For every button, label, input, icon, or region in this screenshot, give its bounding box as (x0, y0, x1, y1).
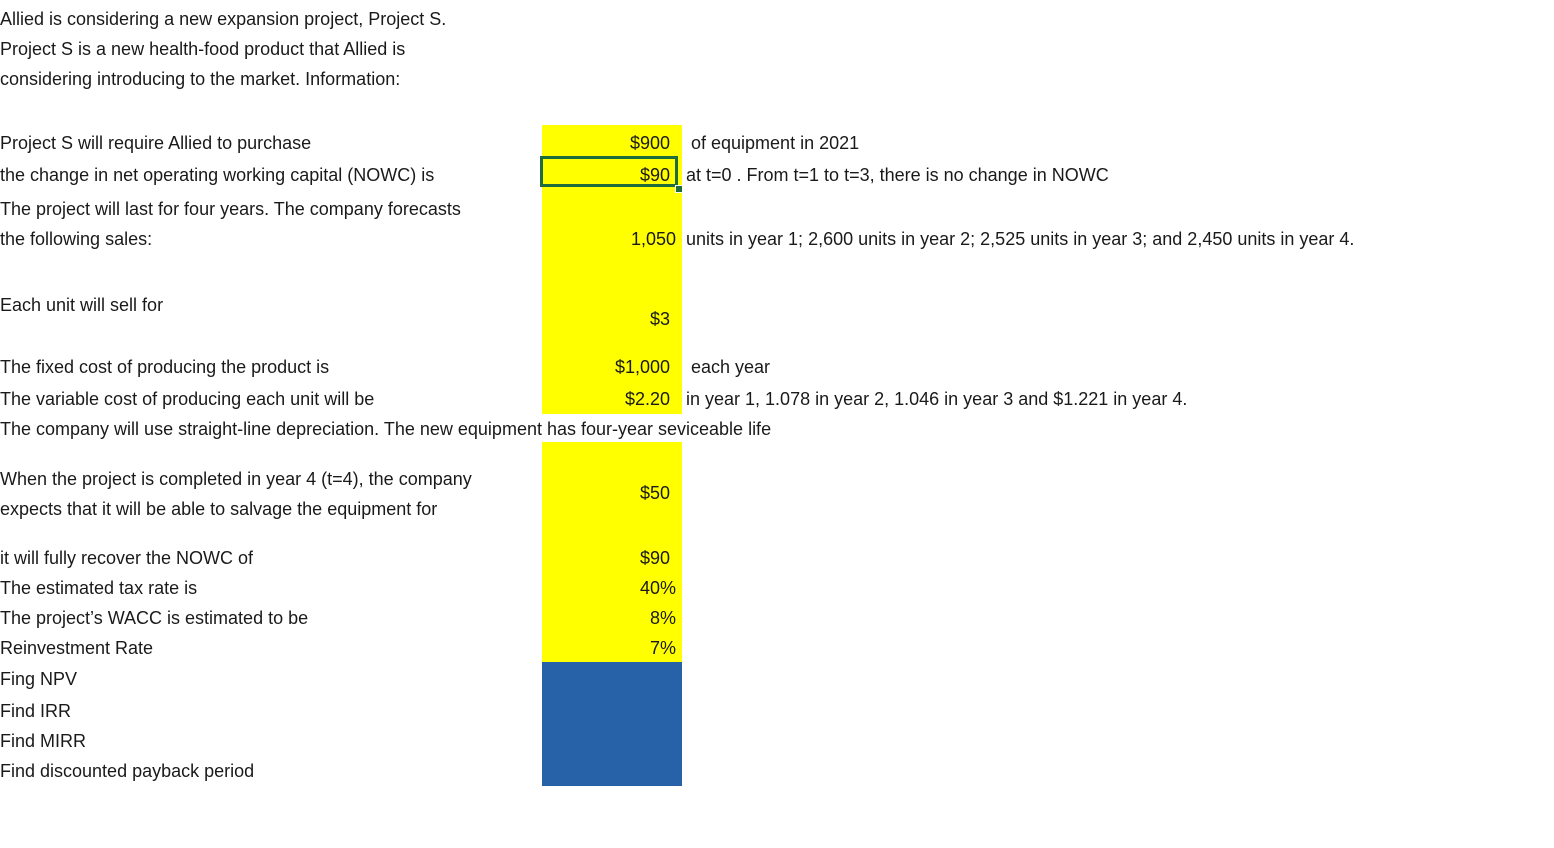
fixed-cost-value-cell[interactable]: $1,000 (614, 357, 670, 377)
wacc-label[interactable]: The project’s WACC is estimated to be (0, 608, 309, 628)
nowc-note[interactable]: at t=0 . From t=1 to t=3, there is no ch… (686, 165, 1109, 185)
salvage-label-line-1[interactable]: When the project is completed in year 4 … (0, 469, 472, 489)
equipment-note[interactable]: of equipment in 2021 (691, 133, 860, 153)
sales-label-line-2[interactable]: the following sales: (0, 229, 153, 249)
price-label[interactable]: Each unit will sell for (0, 295, 164, 315)
intro-line-1[interactable]: Allied is considering a new expansion pr… (0, 9, 447, 29)
variable-cost-value-cell[interactable]: $2.20 (624, 389, 670, 409)
reinvestment-rate-value-cell[interactable]: 7% (649, 638, 676, 658)
input-cells-fill-top (542, 125, 682, 414)
equipment-label[interactable]: Project S will require Allied to purchas… (0, 133, 312, 153)
intro-line-2[interactable]: Project S is a new health-food product t… (0, 39, 406, 59)
price-value-cell[interactable]: $3 (649, 309, 670, 329)
fixed-cost-label[interactable]: The fixed cost of producing the product … (0, 357, 330, 377)
wacc-value-cell[interactable]: 8% (649, 608, 676, 628)
fixed-cost-note[interactable]: each year (691, 357, 771, 377)
input-cells-fill-bottom (542, 442, 682, 662)
variable-cost-note[interactable]: in year 1, 1.078 in year 2, 1.046 in yea… (686, 389, 1188, 409)
salvage-label-line-2[interactable]: expects that it will be able to salvage … (0, 499, 438, 519)
salvage-value-cell[interactable]: $50 (639, 483, 670, 503)
fill-handle[interactable] (675, 185, 683, 193)
equipment-value-cell[interactable]: $900 (629, 133, 670, 153)
sales-label-line-1[interactable]: The project will last for four years. Th… (0, 199, 461, 219)
task-discounted-payback[interactable]: Find discounted payback period (0, 761, 255, 781)
depreciation-label[interactable]: The company will use straight-line depre… (0, 419, 772, 439)
task-mirr[interactable]: Find MIRR (0, 731, 87, 751)
intro-line-3[interactable]: considering introducing to the market. I… (0, 69, 401, 89)
task-npv[interactable]: Fing NPV (0, 669, 78, 689)
selected-cell-border (540, 156, 678, 187)
reinvestment-rate-label[interactable]: Reinvestment Rate (0, 638, 154, 658)
tax-rate-value-cell[interactable]: 40% (639, 578, 676, 598)
variable-cost-label[interactable]: The variable cost of producing each unit… (0, 389, 375, 409)
answer-cells-fill[interactable] (542, 662, 682, 786)
nowc-recovery-label[interactable]: it will fully recover the NOWC of (0, 548, 254, 568)
task-irr[interactable]: Find IRR (0, 701, 72, 721)
tax-rate-label[interactable]: The estimated tax rate is (0, 578, 198, 598)
nowc-value-cell[interactable]: $90 (639, 165, 670, 185)
sales-note[interactable]: units in year 1; 2,600 units in year 2; … (686, 229, 1355, 249)
sales-value-cell[interactable]: 1,050 (630, 229, 676, 249)
nowc-label[interactable]: the change in net operating working capi… (0, 165, 435, 185)
nowc-recovery-value-cell[interactable]: $90 (639, 548, 670, 568)
